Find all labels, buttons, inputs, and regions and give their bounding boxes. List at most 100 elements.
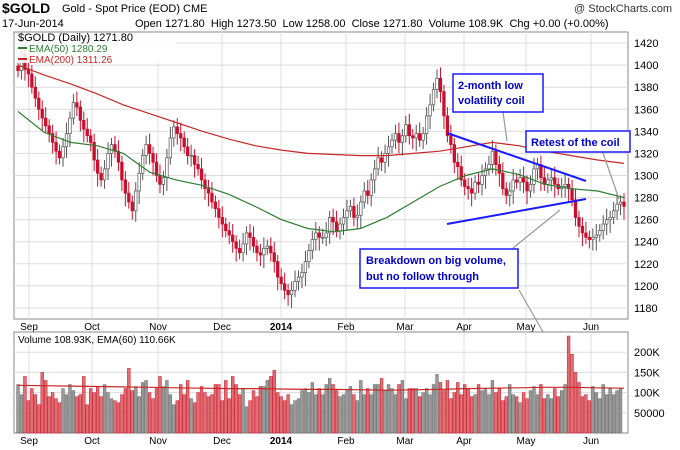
- volume-bar: [421, 392, 425, 434]
- price-bar-body: [276, 261, 280, 278]
- volume-bar: [109, 398, 114, 434]
- volume-bar: [428, 394, 432, 434]
- price-bar-body: [421, 133, 425, 141]
- price-bar-body: [521, 177, 526, 183]
- volume-bar: [137, 396, 141, 434]
- price-bar-body: [227, 230, 231, 236]
- price-bar-body: [30, 73, 34, 88]
- chg-value: +0.00 (+0.00%): [532, 18, 609, 30]
- annotation-retest-text: Retest of the coil: [531, 137, 620, 149]
- price-bar-body: [161, 177, 166, 185]
- volume-bar: [147, 392, 152, 434]
- volume-bar: [469, 396, 474, 434]
- volume-bar: [580, 396, 585, 434]
- volume-bar: [442, 390, 446, 434]
- price-bar-body: [244, 232, 249, 245]
- volume-bar: [64, 394, 69, 434]
- ohlc-readout: Open 1271.80 High 1273.50 Low 1258.00 Cl…: [135, 18, 609, 30]
- volume-bar: [210, 394, 214, 434]
- price-bar-body: [68, 117, 72, 134]
- price-bar-body: [608, 217, 612, 221]
- price-bar-body: [508, 190, 512, 196]
- price-bar-body: [57, 150, 62, 159]
- volume-bar: [566, 335, 571, 434]
- volume-bar: [47, 396, 51, 434]
- volume-bar: [251, 390, 256, 434]
- volume-bar: [390, 388, 394, 434]
- price-bar-body: [618, 201, 623, 205]
- volume-bar: [78, 394, 82, 434]
- volume-bar: [487, 394, 491, 434]
- volume-bar: [123, 388, 127, 434]
- volume-bar: [497, 388, 501, 434]
- volume-bar: [303, 388, 308, 434]
- annotation-breakdown: Breakdown on big volume, but no follow t…: [359, 248, 519, 289]
- legend-ema50: EMA(50) 1280.29: [29, 44, 108, 55]
- price-bar-body: [497, 164, 501, 174]
- price-bar-body: [366, 190, 370, 196]
- price-x-axis: Sep Oct Nov Dec 2014 Feb Mar Apr May Jun: [20, 322, 599, 333]
- price-bar-body: [127, 192, 131, 203]
- price-bar-body: [251, 236, 256, 247]
- annotation-coil-line2: volatility coil: [458, 95, 525, 107]
- price-bar-body: [359, 201, 363, 216]
- volume-y-tick-label: 100K: [634, 388, 660, 400]
- volume-bars: [16, 335, 623, 434]
- volume-bar: [120, 394, 124, 434]
- price-x-tick-label: 2014: [270, 322, 293, 333]
- volume-bar: [75, 396, 79, 434]
- volume-bar: [227, 398, 231, 434]
- price-bar-body: [511, 179, 515, 192]
- price-bar-body: [449, 135, 453, 145]
- price-bar-body: [424, 115, 429, 134]
- price-bar-body: [345, 210, 349, 218]
- price-bar-body: [314, 232, 318, 240]
- volume-bar: [289, 404, 294, 434]
- price-bar-body: [282, 283, 287, 291]
- volume-bar: [279, 396, 283, 434]
- volume-bar: [272, 370, 276, 434]
- price-bar-body: [78, 106, 82, 121]
- price-y-tick-label: 1380: [634, 82, 658, 94]
- price-bar-body: [605, 219, 609, 225]
- volume-bar: [594, 392, 598, 434]
- price-bar-body: [573, 199, 578, 218]
- price-y-tick-label: 1400: [634, 60, 658, 72]
- volume-bar: [542, 398, 547, 434]
- volume-bar: [414, 388, 418, 434]
- volume-bar: [134, 386, 138, 434]
- price-bar-body: [192, 155, 197, 165]
- volume-bar: [438, 382, 443, 434]
- price-bar-body: [504, 188, 508, 196]
- volume-bar: [393, 394, 398, 434]
- volume-bar: [241, 388, 245, 434]
- volume-bar: [175, 400, 179, 434]
- volume-bar: [199, 386, 204, 434]
- price-bar-body: [95, 159, 100, 174]
- volume-bar: [338, 396, 342, 434]
- price-bar-body: [165, 157, 169, 179]
- copyright-text: @ StockCharts.com: [574, 3, 672, 15]
- price-bar-body: [431, 89, 436, 106]
- volume-bar: [355, 400, 360, 434]
- price-bar-body: [289, 289, 294, 296]
- price-bar-body: [262, 248, 266, 256]
- volume-bar: [570, 353, 574, 434]
- volume-bar: [161, 386, 166, 434]
- volume-x-tick-label: Feb: [337, 436, 355, 447]
- volume-bar: [359, 380, 363, 434]
- price-bar-body: [237, 248, 242, 254]
- price-bar-body: [210, 192, 214, 203]
- volume-x-tick-label: Nov: [149, 436, 167, 447]
- price-bar-body: [196, 164, 200, 170]
- volume-bar: [549, 398, 553, 434]
- volume-bar: [71, 390, 76, 434]
- volume-bar: [456, 382, 460, 434]
- price-bar-body: [598, 230, 602, 236]
- coil-upper-trendline: [446, 132, 587, 182]
- price-bar-body: [130, 201, 134, 212]
- volume-bar: [158, 376, 162, 434]
- volume-bar: [237, 394, 242, 434]
- volume-bar: [258, 386, 263, 434]
- volume-bar: [587, 400, 592, 434]
